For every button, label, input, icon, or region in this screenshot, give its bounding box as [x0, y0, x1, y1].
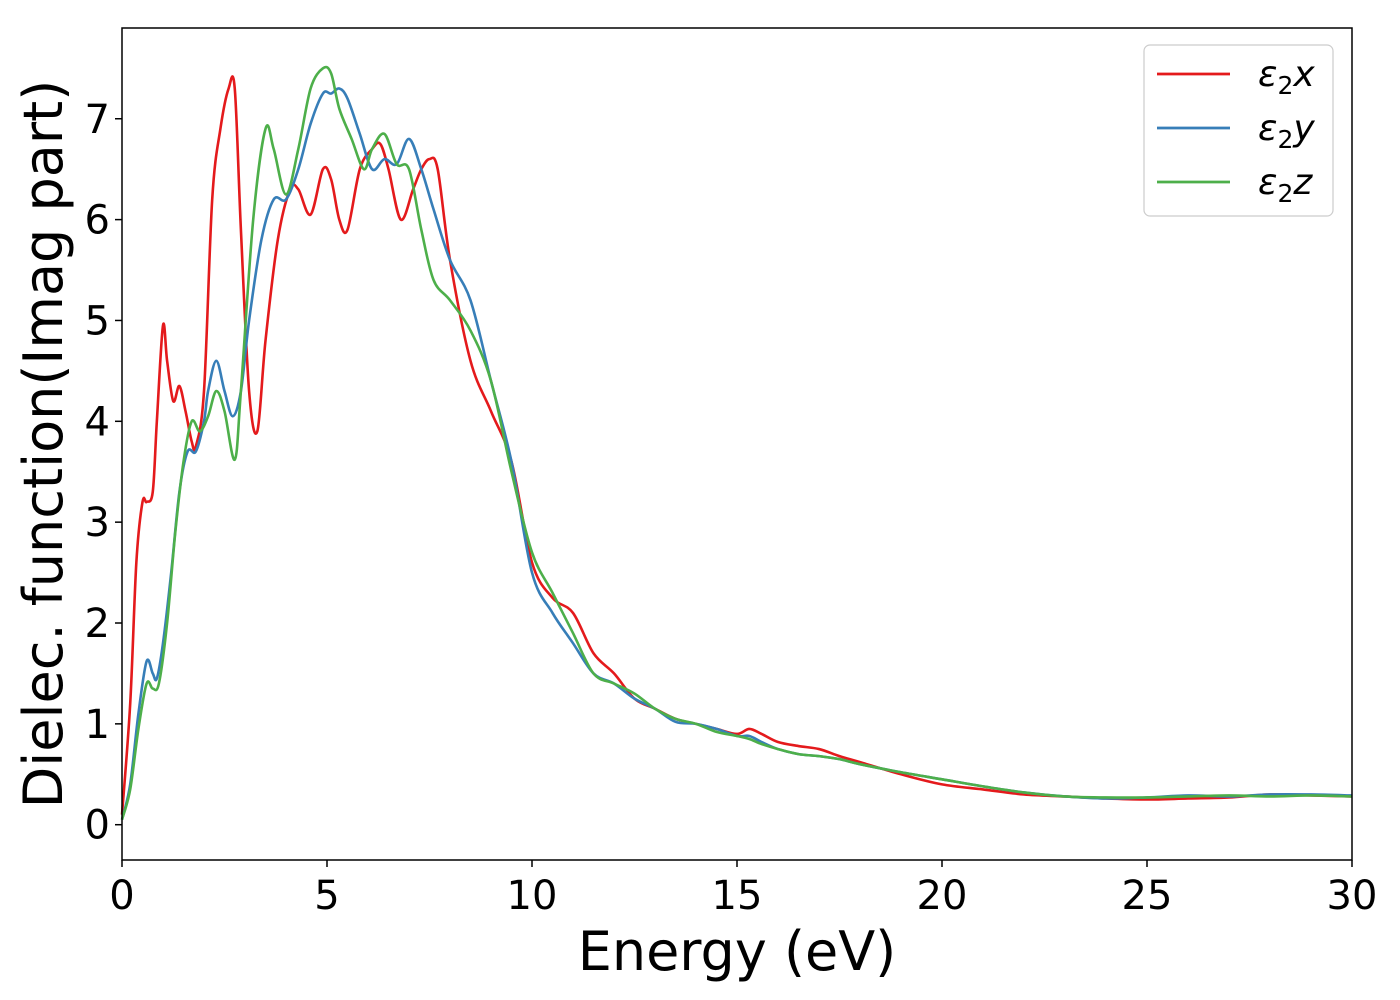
y-tick-label: 7 — [85, 97, 110, 143]
x-tick-label: 25 — [1122, 873, 1173, 919]
series-layer — [120, 65, 1353, 821]
x-tick-label: 0 — [109, 873, 134, 919]
legend-label-y: ε2y — [1258, 108, 1315, 154]
y-tick-label: 5 — [85, 298, 110, 344]
x-axis-title: Energy (eV) — [578, 920, 897, 983]
y-axis: 0 1 2 3 4 5 6 7 — [85, 97, 122, 849]
x-tick-label: 20 — [917, 873, 968, 919]
y-tick-label: 6 — [85, 198, 110, 244]
x-tick-label: 10 — [507, 873, 558, 919]
legend-label-x: ε2x — [1258, 54, 1315, 100]
y-tick-label: 4 — [85, 399, 110, 445]
y-tick-label: 0 — [85, 803, 110, 849]
y-tick-label: 1 — [85, 702, 110, 748]
y-axis-title: Dielec. function(Imag part) — [12, 80, 75, 809]
series-line-z — [120, 65, 1353, 821]
x-tick-label: 15 — [712, 873, 763, 919]
y-tick-label: 2 — [85, 601, 110, 647]
x-tick-label: 30 — [1327, 873, 1378, 919]
x-tick-label: 5 — [314, 873, 339, 919]
legend-box — [1143, 44, 1334, 217]
series-line-x — [120, 75, 1353, 815]
legend: ε2x ε2y ε2z — [1143, 44, 1334, 217]
x-axis: 0 5 10 15 20 25 30 — [109, 860, 1377, 919]
legend-label-z: ε2z — [1258, 162, 1313, 208]
y-tick-label: 3 — [85, 500, 110, 546]
